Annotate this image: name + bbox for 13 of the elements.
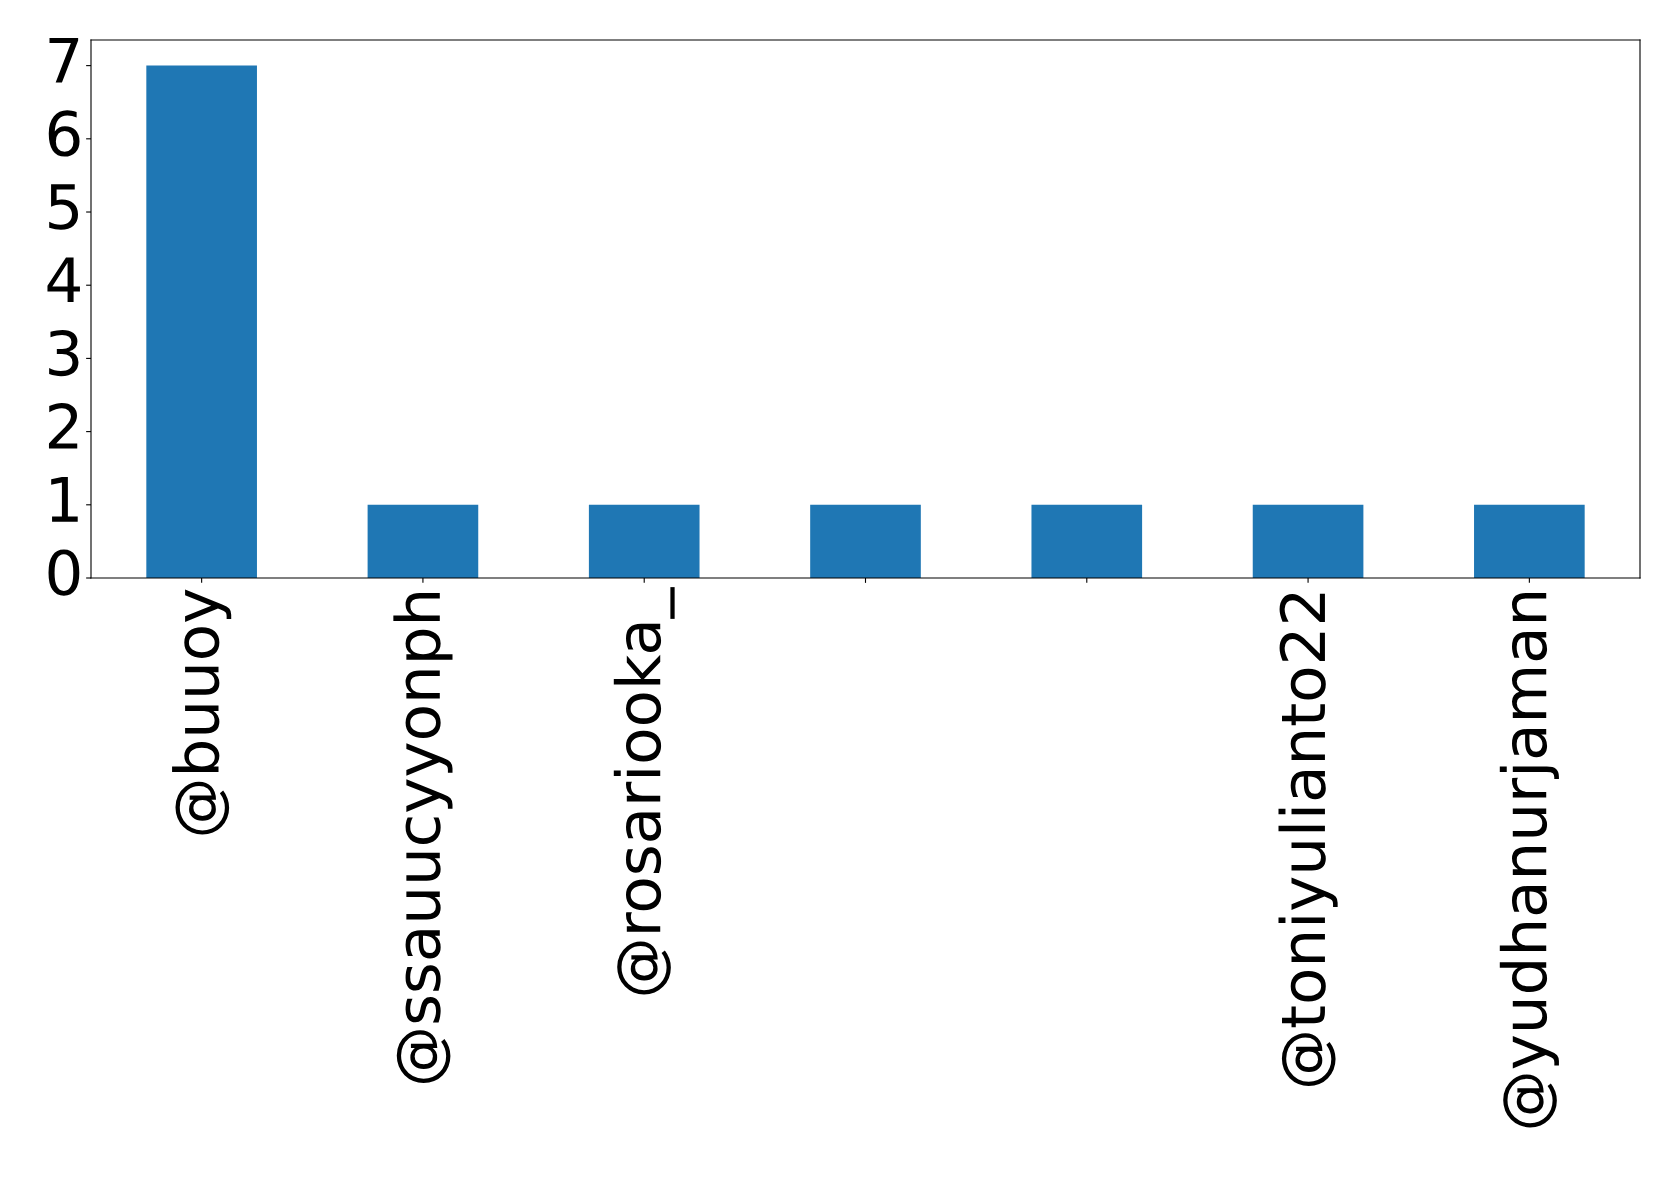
y-tick-label: 0 (48, 549, 80, 596)
x-tick-label: @ssauucyyonph (393, 592, 453, 1083)
x-tick-label: @yudhanurjaman (1499, 592, 1559, 1128)
y-tick-label: 5 (49, 184, 79, 230)
y-tick-label: 6 (48, 110, 80, 157)
y-tick-label: 3 (49, 329, 79, 377)
x-tick-label: @rosariooka_ (613, 587, 675, 995)
y-tick-label: 1 (51, 477, 78, 522)
y-tick-label: 4 (47, 257, 80, 303)
y-tick-label: 7 (49, 37, 79, 83)
x-tick-label: @buuoy (172, 589, 232, 835)
x-tick-label: @toniyulianto22 (1278, 593, 1338, 1087)
y-tick-label: 2 (48, 403, 78, 449)
